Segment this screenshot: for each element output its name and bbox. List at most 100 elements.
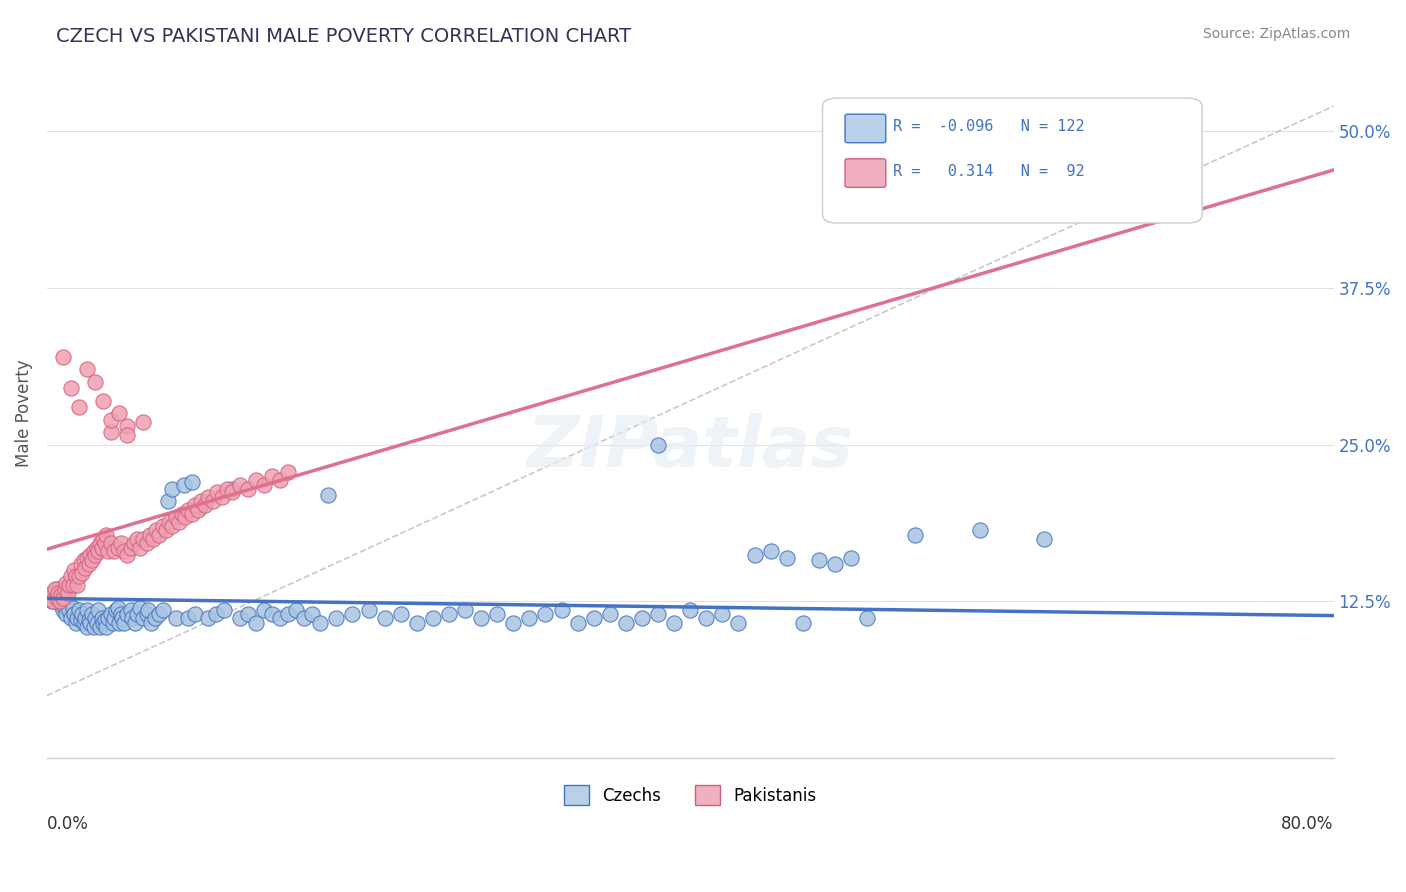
Point <box>76 550 98 565</box>
Point <box>94 613 117 627</box>
Point <box>77 613 100 627</box>
Point <box>277 607 299 621</box>
Point <box>1033 532 1056 546</box>
Point <box>904 528 927 542</box>
Point <box>108 406 131 420</box>
Point <box>807 553 830 567</box>
Point <box>727 615 749 630</box>
Point <box>100 535 122 549</box>
Point <box>80 553 103 567</box>
Point <box>188 500 211 515</box>
Point <box>39 588 62 602</box>
Point <box>519 611 541 625</box>
Point <box>215 482 238 496</box>
Point <box>44 582 66 596</box>
Point <box>117 427 139 442</box>
Point <box>318 488 340 502</box>
Point <box>112 615 135 630</box>
Point <box>52 594 75 608</box>
Point <box>142 532 165 546</box>
Point <box>260 469 283 483</box>
Point <box>80 607 103 621</box>
Point <box>120 541 142 555</box>
Point <box>325 611 347 625</box>
Point <box>662 615 685 630</box>
Point <box>582 611 605 625</box>
Point <box>342 607 364 621</box>
Point <box>148 607 170 621</box>
Point <box>187 503 209 517</box>
Point <box>52 603 75 617</box>
Point <box>100 412 122 426</box>
Point <box>96 619 118 633</box>
Point <box>253 603 276 617</box>
Point <box>132 532 155 546</box>
Point <box>647 607 669 621</box>
Point <box>125 532 148 546</box>
Point <box>41 594 63 608</box>
Point <box>856 611 879 625</box>
Point <box>79 548 101 562</box>
Point <box>117 418 139 433</box>
Point <box>52 350 75 364</box>
Point <box>53 582 76 596</box>
Point <box>374 611 396 625</box>
Point <box>58 603 80 617</box>
Point <box>44 591 66 606</box>
Point <box>711 607 734 621</box>
Point <box>62 600 84 615</box>
Point <box>599 607 621 621</box>
Point <box>122 535 145 549</box>
Point <box>177 503 200 517</box>
Point <box>87 603 110 617</box>
Point <box>124 615 146 630</box>
Legend: Czechs, Pakistanis: Czechs, Pakistanis <box>558 779 823 812</box>
Point <box>77 557 100 571</box>
Point <box>184 607 207 621</box>
Point <box>89 535 111 549</box>
Point <box>100 425 122 439</box>
Point <box>90 541 112 555</box>
Point <box>292 611 315 625</box>
Point <box>212 603 235 617</box>
Point <box>647 438 669 452</box>
Point <box>631 611 654 625</box>
Point <box>180 475 202 490</box>
Point <box>145 523 167 537</box>
Point <box>107 600 129 615</box>
Point <box>86 615 108 630</box>
Point <box>51 588 73 602</box>
Point <box>221 485 243 500</box>
Point <box>260 607 283 621</box>
Point <box>110 535 132 549</box>
Point <box>422 611 444 625</box>
Point <box>105 603 128 617</box>
Point <box>55 607 77 621</box>
Point <box>162 482 184 496</box>
Point <box>135 607 157 621</box>
Point <box>75 611 97 625</box>
Point <box>90 611 112 625</box>
Point <box>49 594 72 608</box>
Point <box>136 603 159 617</box>
Point <box>211 491 233 505</box>
Point <box>129 600 152 615</box>
Point <box>229 478 252 492</box>
Point <box>51 598 73 612</box>
Point <box>141 615 163 630</box>
Point <box>229 611 252 625</box>
Text: ZIPatlas: ZIPatlas <box>526 413 853 483</box>
Point <box>55 575 77 590</box>
Point <box>49 588 72 602</box>
Point <box>46 591 69 605</box>
Point <box>486 607 509 621</box>
Text: R =   0.314   N =  92: R = 0.314 N = 92 <box>893 164 1084 178</box>
Point <box>236 607 259 621</box>
Point <box>135 535 157 549</box>
Point <box>65 569 87 583</box>
Point <box>84 548 107 562</box>
Point <box>72 607 94 621</box>
Point <box>108 615 131 630</box>
Point <box>550 603 572 617</box>
Point <box>165 611 187 625</box>
